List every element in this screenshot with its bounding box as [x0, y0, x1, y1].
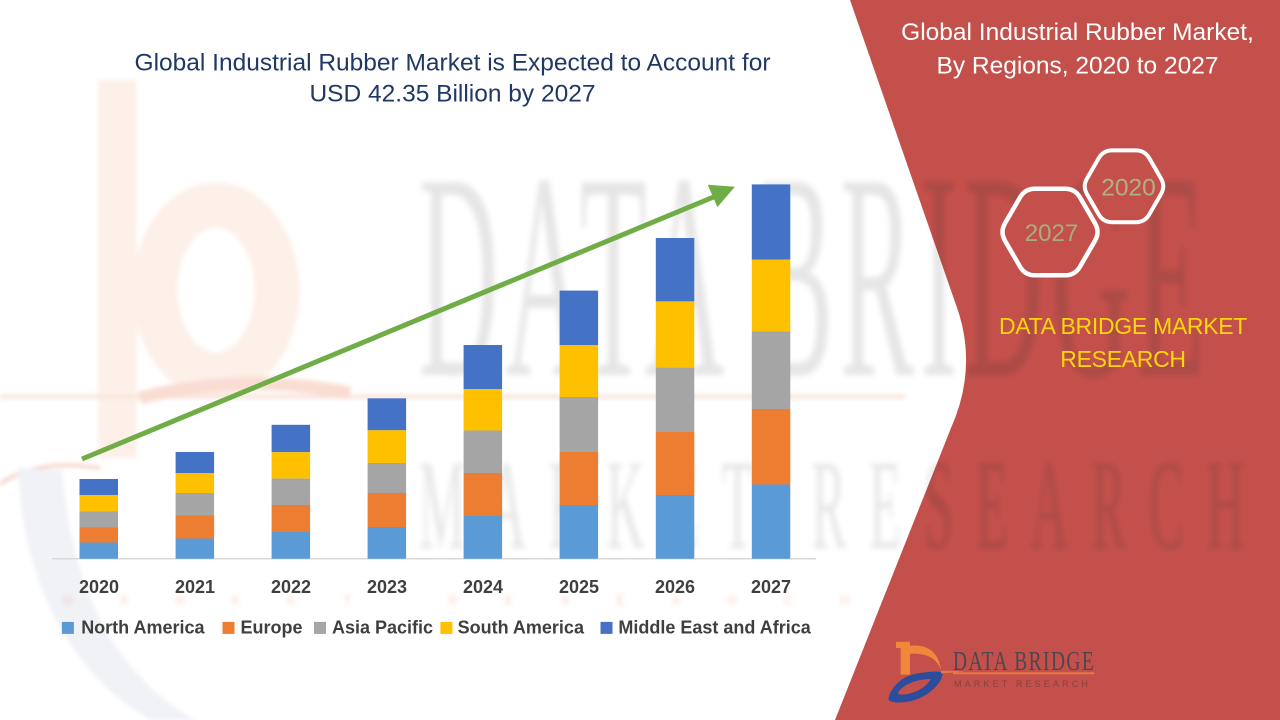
svg-text:2022: 2022	[271, 577, 311, 597]
svg-text:DATA BRIDGE: DATA BRIDGE	[953, 647, 1095, 677]
svg-text:Global Industrial Rubber Marke: Global Industrial Rubber Market is Expec…	[135, 50, 771, 77]
svg-text:DATA BRIDGE MARKET: DATA BRIDGE MARKET	[999, 313, 1247, 339]
svg-text:2026: 2026	[655, 577, 695, 597]
svg-text:Asia Pacific: Asia Pacific	[332, 618, 433, 638]
svg-text:By Regions, 2020 to 2027: By Regions, 2020 to 2027	[937, 53, 1219, 80]
svg-text:Europe: Europe	[241, 618, 303, 638]
svg-text:RESEARCH: RESEARCH	[1060, 346, 1185, 372]
svg-text:South America: South America	[458, 618, 585, 638]
svg-text:USD 42.35 Billion by 2027: USD 42.35 Billion by 2027	[309, 80, 595, 107]
svg-text:Middle East and Africa: Middle East and Africa	[618, 618, 811, 638]
svg-text:2027: 2027	[1025, 220, 1078, 247]
svg-text:2020: 2020	[1101, 175, 1156, 202]
svg-text:North America: North America	[81, 618, 205, 638]
svg-text:MARKET RESEARCH: MARKET RESEARCH	[954, 679, 1091, 689]
svg-text:2025: 2025	[559, 577, 599, 597]
svg-text:Global Industrial Rubber Marke: Global Industrial Rubber Market,	[901, 19, 1254, 46]
svg-text:MARKET RESEARCH: MARKET RESEARCH	[62, 593, 897, 608]
svg-text:DATA BRIDGE: DATA BRIDGE	[419, 114, 1211, 440]
svg-text:2023: 2023	[367, 577, 407, 597]
svg-text:2024: 2024	[463, 577, 503, 597]
svg-text:2020: 2020	[79, 577, 119, 597]
svg-text:MARKET RESEARCH: MARKET RESEARCH	[419, 435, 1267, 577]
svg-text:2027: 2027	[751, 577, 791, 597]
svg-text:2021: 2021	[175, 577, 215, 597]
